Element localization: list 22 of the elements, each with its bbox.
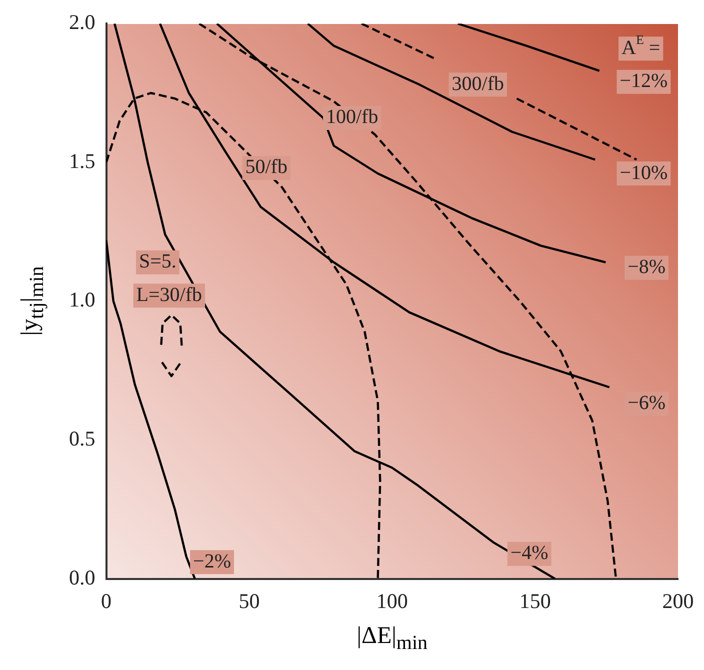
annotation: L=30/fb [136, 284, 202, 306]
annotation: 300/fb [452, 72, 504, 95]
annotation: −12% [620, 70, 668, 92]
y-tick-label: 0.5 [69, 426, 96, 451]
annotation: −10% [620, 162, 668, 184]
y-tick-label: 1.0 [69, 288, 96, 312]
x-tick-label: 150 [519, 588, 551, 613]
x-tick-label: 0 [101, 588, 112, 613]
x-tick-label: 200 [662, 588, 694, 613]
y-tick-label: 1.5 [69, 148, 96, 173]
x-axis-title: |ΔE|$_{min}$ [356, 623, 429, 655]
annotation: 100/fb [326, 106, 378, 128]
annotation: 50/fb [245, 156, 288, 178]
annotation: −8% [628, 256, 666, 278]
annotation: −6% [628, 392, 666, 414]
y-tick-label: 2.0 [69, 10, 96, 34]
annotation: −4% [510, 542, 548, 564]
x-tick-label: 100 [376, 588, 408, 613]
x-tick-label: 50 [238, 588, 260, 613]
annotation: −2% [193, 550, 232, 572]
annotation: S=5. [139, 250, 176, 273]
y-tick-label: 0.0 [69, 565, 96, 590]
